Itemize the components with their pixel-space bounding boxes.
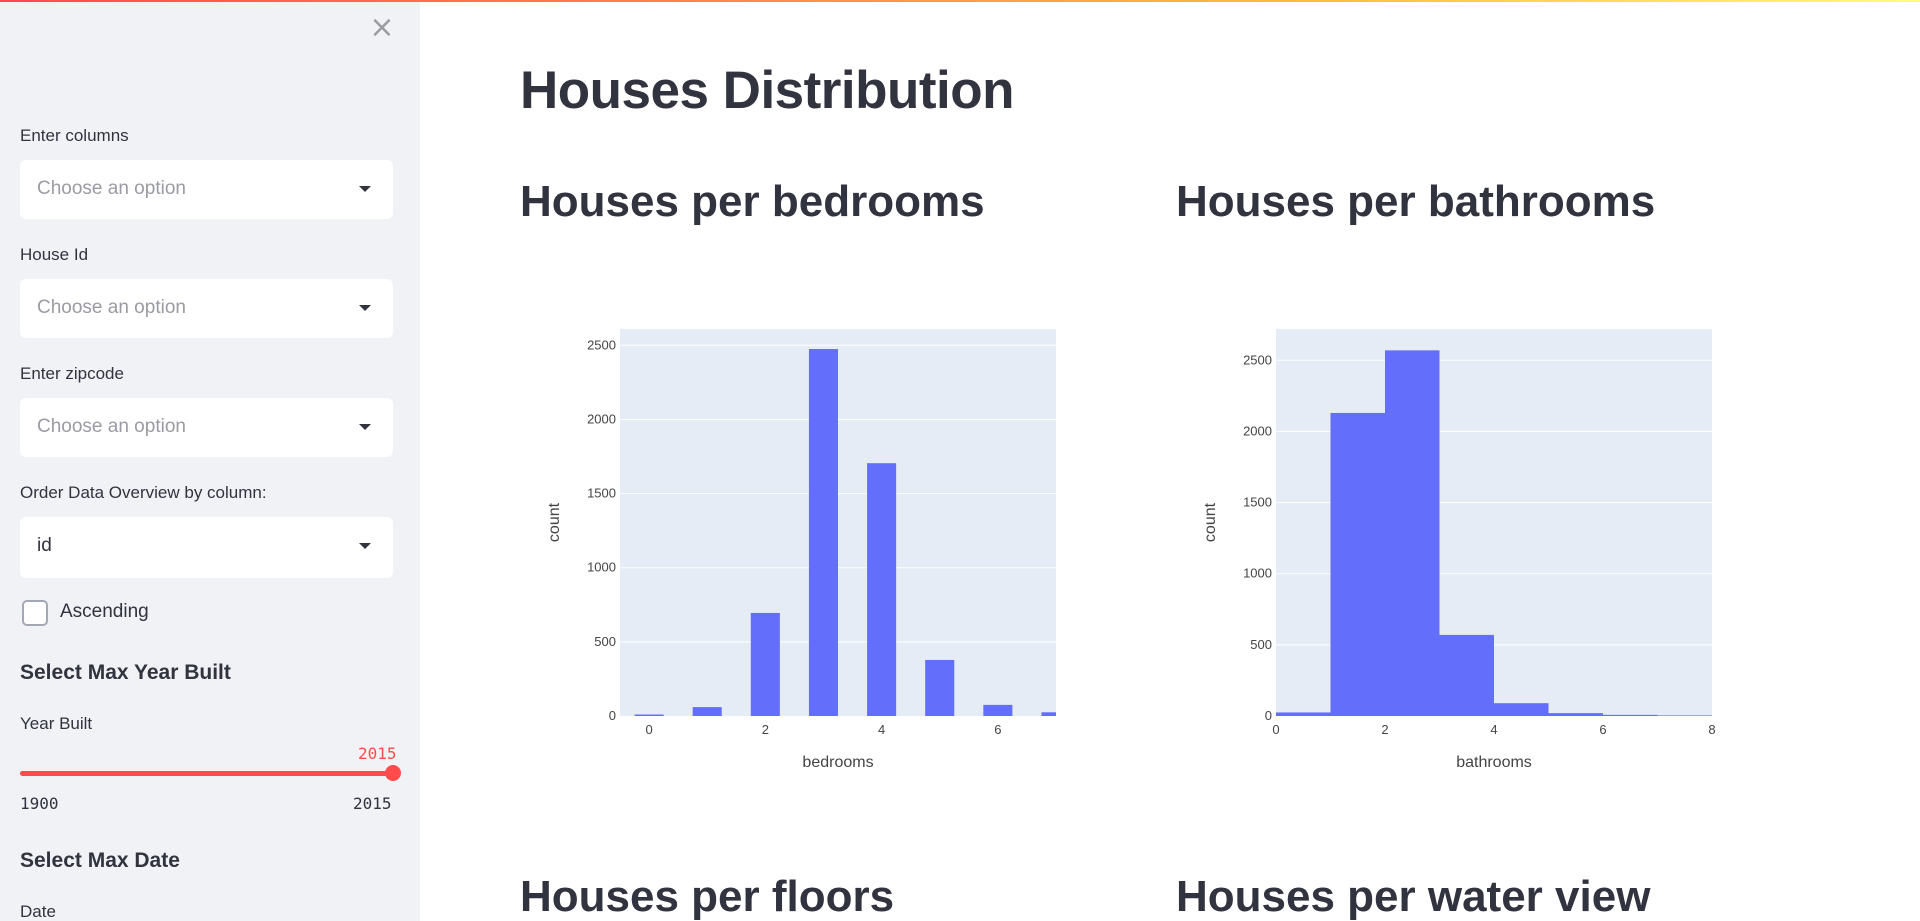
zipcode-select[interactable]: Choose an option — [20, 398, 393, 457]
year-built-label: Year Built — [20, 714, 93, 733]
year-slider-value: 2015 — [358, 744, 397, 763]
x-tick-label: 8 — [1708, 722, 1715, 737]
y-axis-title: count — [546, 502, 563, 542]
y-tick-label: 1500 — [587, 486, 616, 501]
x-tick-label: 2 — [1381, 722, 1388, 737]
order-value: id — [37, 535, 52, 556]
ascending-label[interactable]: Ascending — [60, 601, 149, 622]
histogram-bar — [634, 714, 664, 716]
ascending-checkbox[interactable] — [22, 600, 48, 626]
histogram-bar — [925, 659, 955, 716]
columns-select[interactable]: Choose an option — [20, 160, 393, 219]
histogram-bar — [1657, 715, 1712, 716]
histogram-bar — [1439, 634, 1494, 716]
chevron-down-icon — [359, 305, 371, 311]
y-tick-label: 2000 — [1243, 423, 1272, 438]
y-tick-label: 1000 — [1243, 566, 1272, 581]
histogram-bar — [1330, 412, 1385, 716]
columns-placeholder: Choose an option — [37, 178, 186, 199]
year-slider-thumb[interactable] — [385, 765, 401, 781]
top-decoration — [0, 0, 1920, 2]
page-title: Houses Distribution — [520, 61, 1015, 120]
histogram-bar — [1603, 714, 1658, 716]
histogram-bar — [1041, 712, 1056, 716]
y-tick-label: 2000 — [587, 411, 616, 426]
sidebar: × Enter columns Choose an option House I… — [0, 0, 420, 921]
year-slider-fill — [20, 771, 393, 776]
waterview-chart-title: Houses per water view — [1176, 872, 1651, 921]
y-tick-label: 500 — [1250, 637, 1272, 652]
year-slider-min: 1900 — [20, 794, 59, 813]
date-label: Date — [20, 902, 56, 921]
histogram-bar — [750, 612, 780, 716]
x-tick-label: 4 — [878, 722, 885, 737]
date-section-title: Select Max Date — [20, 849, 180, 872]
histogram-bar — [1276, 712, 1331, 716]
y-axis-title: count — [1202, 502, 1219, 542]
house-id-placeholder: Choose an option — [37, 297, 186, 318]
x-tick-label: 6 — [1599, 722, 1606, 737]
histogram-bar — [1548, 713, 1603, 716]
x-tick-label: 6 — [994, 722, 1001, 737]
columns-label: Enter columns — [20, 126, 129, 145]
zipcode-placeholder: Choose an option — [37, 416, 186, 437]
bedrooms-histogram: 0 500 1000 1500 2000 2500 0 2 4 6 bedrooms count — [546, 329, 1056, 771]
order-label: Order Data Overview by column: — [20, 483, 267, 502]
x-tick-label: 0 — [645, 722, 652, 737]
x-axis-title: bedrooms — [802, 754, 873, 771]
x-tick-label: 0 — [1272, 722, 1279, 737]
house-id-label: House Id — [20, 245, 89, 264]
order-select[interactable]: id — [20, 517, 393, 578]
year-section-title: Select Max Year Built — [20, 661, 231, 684]
histogram-bar — [1494, 703, 1549, 716]
y-tick-label: 0 — [1265, 708, 1272, 723]
zipcode-label: Enter zipcode — [20, 364, 124, 383]
histogram-bar — [808, 349, 838, 716]
histogram-bar — [867, 463, 897, 716]
y-tick-label: 1000 — [587, 560, 616, 575]
y-tick-label: 2500 — [1243, 352, 1272, 367]
year-slider-max: 2015 — [353, 794, 392, 813]
close-icon[interactable]: × — [369, 10, 395, 45]
histogram-bar — [692, 707, 722, 716]
floors-chart-title: Houses per floors — [520, 872, 895, 921]
bathrooms-chart-title: Houses per bathrooms — [1176, 177, 1656, 226]
chevron-down-icon — [359, 186, 371, 192]
histogram-bar — [1385, 350, 1440, 716]
bathrooms-histogram: 0 500 1000 1500 2000 2500 0 2 4 6 8 bathrooms count — [1202, 329, 1716, 771]
x-tick-label: 2 — [762, 722, 769, 737]
y-tick-label: 1500 — [1243, 495, 1272, 510]
y-tick-label: 0 — [609, 708, 616, 723]
y-tick-label: 2500 — [587, 337, 616, 352]
x-tick-label: 4 — [1490, 722, 1497, 737]
x-axis-title: bathrooms — [1456, 754, 1532, 771]
y-tick-label: 500 — [594, 634, 616, 649]
year-slider-track[interactable] — [20, 771, 393, 776]
chevron-down-icon — [359, 424, 371, 430]
bedrooms-chart-title: Houses per bedrooms — [520, 177, 985, 226]
house-id-select[interactable]: Choose an option — [20, 279, 393, 338]
chevron-down-icon — [359, 543, 371, 549]
histogram-bar — [983, 704, 1013, 716]
